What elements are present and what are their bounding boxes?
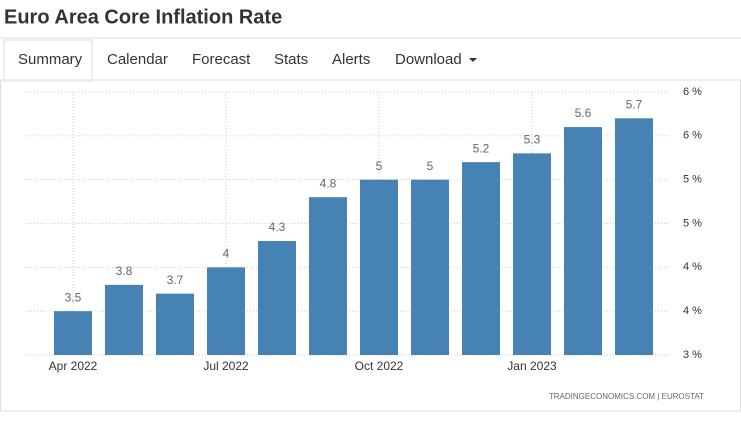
bar	[360, 179, 398, 355]
active-tab	[3, 39, 93, 82]
bar	[54, 311, 92, 355]
value-label: 5.2	[473, 141, 490, 155]
x-tick-label: Jul 2022	[203, 359, 249, 373]
bar	[105, 284, 143, 355]
x-tick-label: Jan 2023	[507, 359, 557, 373]
tab[interactable]: Download	[395, 51, 462, 68]
value-label: 4	[223, 247, 230, 261]
x-tick-label: Apr 2022	[49, 359, 98, 373]
value-label: 5.7	[626, 97, 643, 111]
x-tick-label: Oct 2022	[355, 359, 404, 373]
bar	[309, 197, 347, 355]
value-label: 5	[376, 159, 383, 173]
dropdown-caret[interactable]	[469, 58, 477, 62]
value-label: 3.5	[65, 290, 82, 304]
chart-title: Euro Area Core Inflation Rate	[4, 6, 282, 28]
source: TRADINGECONOMICS.COM | EUROSTAT	[549, 392, 704, 401]
value-label: 4.8	[320, 176, 337, 190]
y-tick-label: 3 %	[683, 349, 702, 361]
y-tick-label: 4 %	[683, 261, 702, 273]
y-tick-label: 4 %	[683, 305, 702, 317]
bar	[615, 118, 653, 355]
value-label: 4.3	[269, 220, 286, 234]
value-label: 5	[427, 159, 434, 173]
value-label: 5.3	[524, 133, 541, 147]
bar	[207, 267, 245, 355]
bar	[564, 127, 602, 355]
tab[interactable]: Summary	[18, 51, 83, 68]
value-label: 3.8	[116, 264, 133, 278]
bar	[411, 179, 449, 355]
y-tick-label: 6 %	[683, 86, 702, 98]
y-tick-label: 5 %	[683, 217, 702, 229]
y-tick-label: 6 %	[683, 130, 702, 142]
tab[interactable]: Stats	[274, 51, 308, 68]
tab[interactable]: Forecast	[192, 51, 251, 68]
bar	[513, 153, 551, 355]
value-label: 5.6	[575, 106, 592, 120]
tab[interactable]: Calendar	[107, 51, 168, 68]
bar	[156, 293, 194, 355]
tab[interactable]: Alerts	[332, 51, 370, 68]
bar	[258, 241, 296, 355]
value-label: 3.7	[167, 273, 184, 287]
y-tick-label: 5 %	[683, 174, 702, 186]
bar	[462, 162, 500, 355]
